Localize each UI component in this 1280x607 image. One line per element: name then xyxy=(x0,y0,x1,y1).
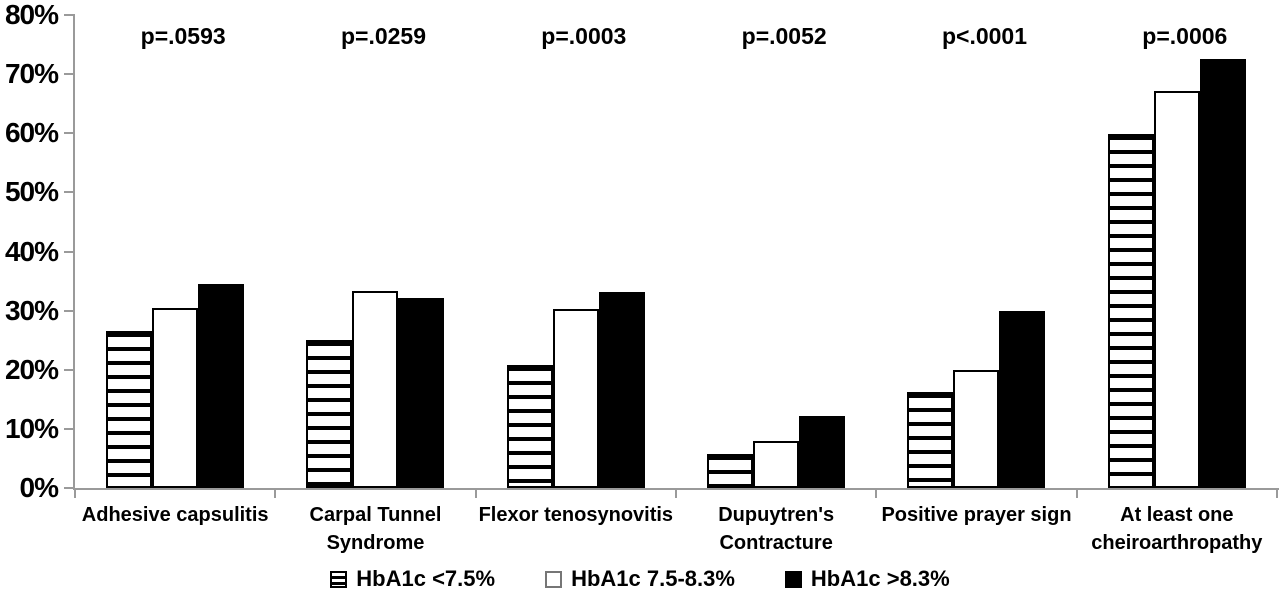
bar-group-1 xyxy=(75,284,275,488)
legend-item-striped: HbA1c <7.5% xyxy=(330,566,495,592)
category-label: Positive prayer sign xyxy=(881,504,1072,526)
bar-striped xyxy=(306,340,353,488)
y-axis-tick xyxy=(64,427,73,430)
y-axis-tick xyxy=(64,250,73,253)
p-value-label: p<.0001 xyxy=(941,23,1028,49)
y-axis-tick-label: 30% xyxy=(4,294,59,326)
bar-black xyxy=(198,284,245,488)
legend-label: HbA1c <7.5% xyxy=(356,566,496,591)
bar-black xyxy=(999,311,1046,488)
bar-white xyxy=(753,441,800,488)
x-axis-tick xyxy=(1276,490,1278,498)
p-value-label: p=.0052 xyxy=(741,23,827,49)
category-label: Dupuytren's Contracture xyxy=(718,504,835,554)
bar-white xyxy=(1153,91,1200,488)
y-axis-tick xyxy=(64,14,73,16)
legend-swatch-white-icon xyxy=(545,570,563,588)
bar-black xyxy=(598,292,645,488)
category-label: Adhesive capsulitis xyxy=(81,504,269,526)
bar-group-5 xyxy=(876,311,1076,488)
category-label: At least one cheiroarthropathy xyxy=(1091,504,1263,554)
x-axis-tick xyxy=(675,490,677,498)
p-value-label: p=.0259 xyxy=(340,23,427,49)
y-axis-tick-label: 70% xyxy=(4,58,59,90)
bar-group-4 xyxy=(676,416,876,488)
y-axis-tick-label: 40% xyxy=(4,235,59,267)
bar-black xyxy=(799,416,846,488)
p-value-label: p=.0593 xyxy=(140,23,226,49)
x-axis-tick xyxy=(875,490,878,498)
y-axis-tick-label: 10% xyxy=(4,412,59,444)
bar-striped xyxy=(907,392,954,488)
legend-swatch-striped-icon xyxy=(330,570,348,588)
legend-label: HbA1c >8.3% xyxy=(810,566,950,591)
bar-group-3 xyxy=(476,292,676,488)
bar-black xyxy=(398,298,445,488)
y-axis-tick-label: 60% xyxy=(4,117,59,149)
y-axis-tick-label: 0% xyxy=(19,472,59,503)
bar-striped xyxy=(106,331,153,488)
bar-striped xyxy=(506,365,553,488)
y-axis-line xyxy=(73,14,75,490)
legend-swatch-black-icon xyxy=(784,570,802,588)
category-label: Flexor tenosynovitis xyxy=(478,504,674,526)
bar-group-6 xyxy=(1077,59,1277,488)
legend-label: HbA1c 7.5-8.3% xyxy=(571,566,735,591)
bar-striped xyxy=(1107,134,1154,488)
legend: HbA1c <7.5% HbA1c 7.5-8.3% HbA1c >8.3% xyxy=(0,566,1280,592)
category-label: Carpal Tunnel Syndrome xyxy=(309,504,442,554)
y-axis-tick-label: 50% xyxy=(4,176,59,208)
bar-white xyxy=(352,291,399,488)
x-axis-tick xyxy=(74,490,76,498)
y-axis-tick xyxy=(64,73,73,76)
x-axis-line xyxy=(73,488,1279,490)
p-value-label: p=.0006 xyxy=(1142,23,1228,49)
y-axis-tick xyxy=(64,368,73,371)
y-axis-tick xyxy=(64,132,73,135)
y-axis-tick-label: 80% xyxy=(4,0,59,30)
legend-item-black: HbA1c >8.3% xyxy=(784,566,950,592)
bar-white xyxy=(552,309,599,488)
bar-striped xyxy=(707,454,754,488)
y-axis-tick xyxy=(64,487,73,489)
x-axis-tick xyxy=(274,490,277,498)
y-axis-tick-label: 20% xyxy=(4,353,59,385)
legend-item-white: HbA1c 7.5-8.3% xyxy=(545,566,735,592)
bar-black xyxy=(1199,59,1246,488)
bar-white xyxy=(953,370,1000,488)
y-axis-tick xyxy=(64,191,73,194)
y-axis-tick xyxy=(64,309,73,312)
x-axis-tick xyxy=(474,490,477,498)
bar-group-2 xyxy=(275,291,475,488)
bar-white xyxy=(152,308,199,488)
x-axis-tick xyxy=(1075,490,1078,498)
p-value-label: p=.0003 xyxy=(541,23,627,49)
